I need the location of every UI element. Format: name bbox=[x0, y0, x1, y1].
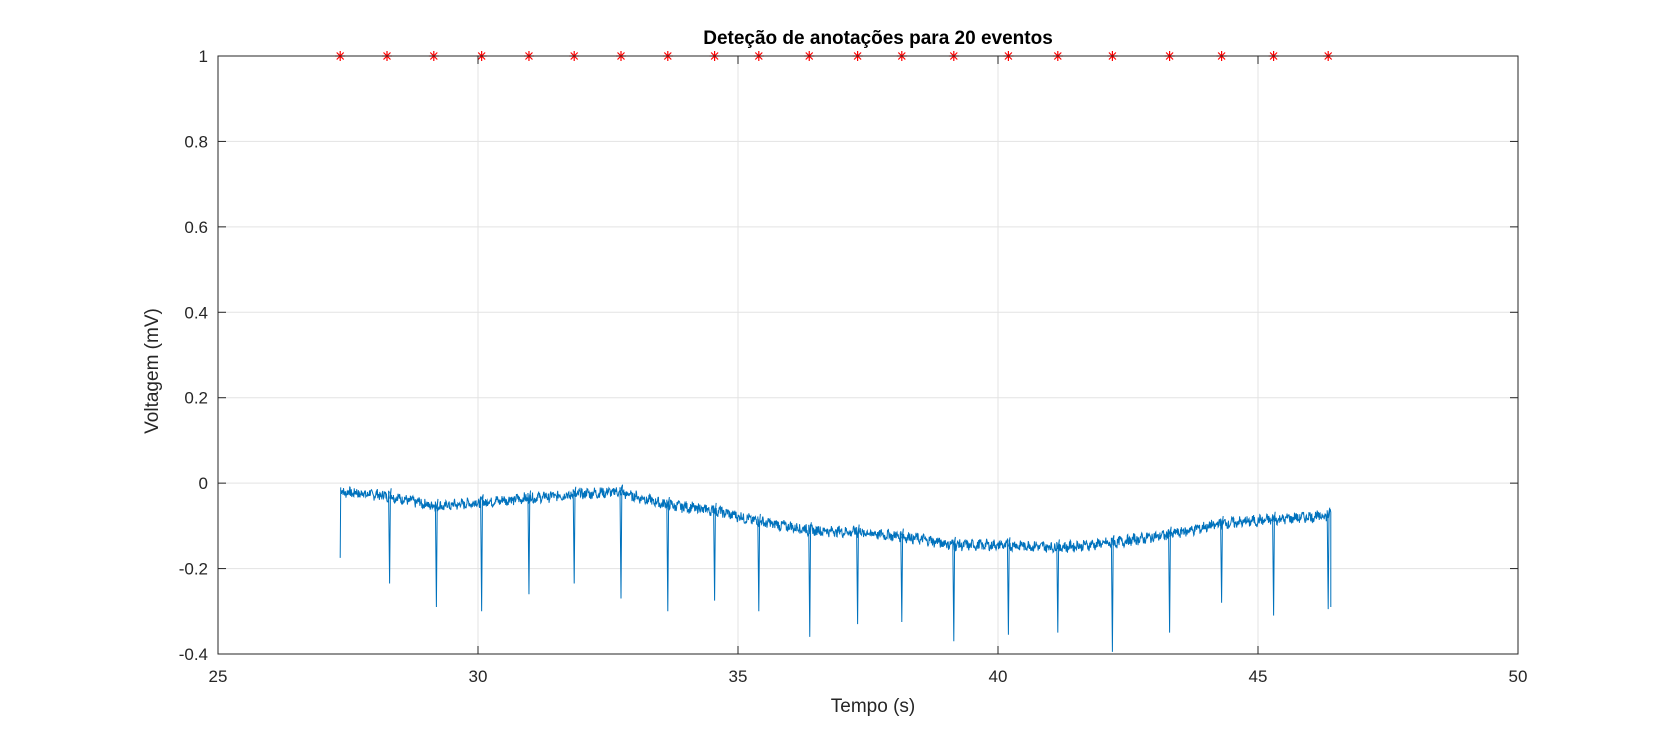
axes-box bbox=[217, 55, 1519, 655]
x-tick-label-5: 50 bbox=[1509, 667, 1528, 686]
x-tick-label-4: 45 bbox=[1249, 667, 1268, 686]
x-tick-label-0: 25 bbox=[209, 667, 228, 686]
y-tick-label-3: 0.2 bbox=[184, 389, 208, 408]
y-tick-label-0: -0.4 bbox=[179, 645, 208, 664]
y-axis-label: Voltagem (mV) bbox=[142, 308, 163, 434]
x-tick-label-1: 30 bbox=[469, 667, 488, 686]
axes-frame bbox=[217, 55, 1519, 655]
y-tick-label-5: 0.6 bbox=[184, 218, 208, 237]
y-tick-label-6: 0.8 bbox=[184, 132, 208, 151]
y-tick-label-1: -0.2 bbox=[179, 560, 208, 579]
y-tick-label-2: 0 bbox=[199, 474, 208, 493]
chart-title: Deteção de anotações para 20 eventos bbox=[703, 28, 1053, 49]
y-tick-label-4: 0.4 bbox=[184, 303, 208, 322]
axis-ticks: 25 30 35 40 45 50 -0.4 -0.2 0 0.2 0.4 0.6 0.8 1 bbox=[179, 47, 1528, 686]
y-tick-label-7: 1 bbox=[199, 47, 208, 66]
x-tick-label-3: 40 bbox=[989, 667, 1008, 686]
voltage-signal-line bbox=[339, 484, 1332, 652]
x-tick-label-2: 35 bbox=[729, 667, 748, 686]
x-axis-label: Tempo (s) bbox=[831, 696, 915, 717]
